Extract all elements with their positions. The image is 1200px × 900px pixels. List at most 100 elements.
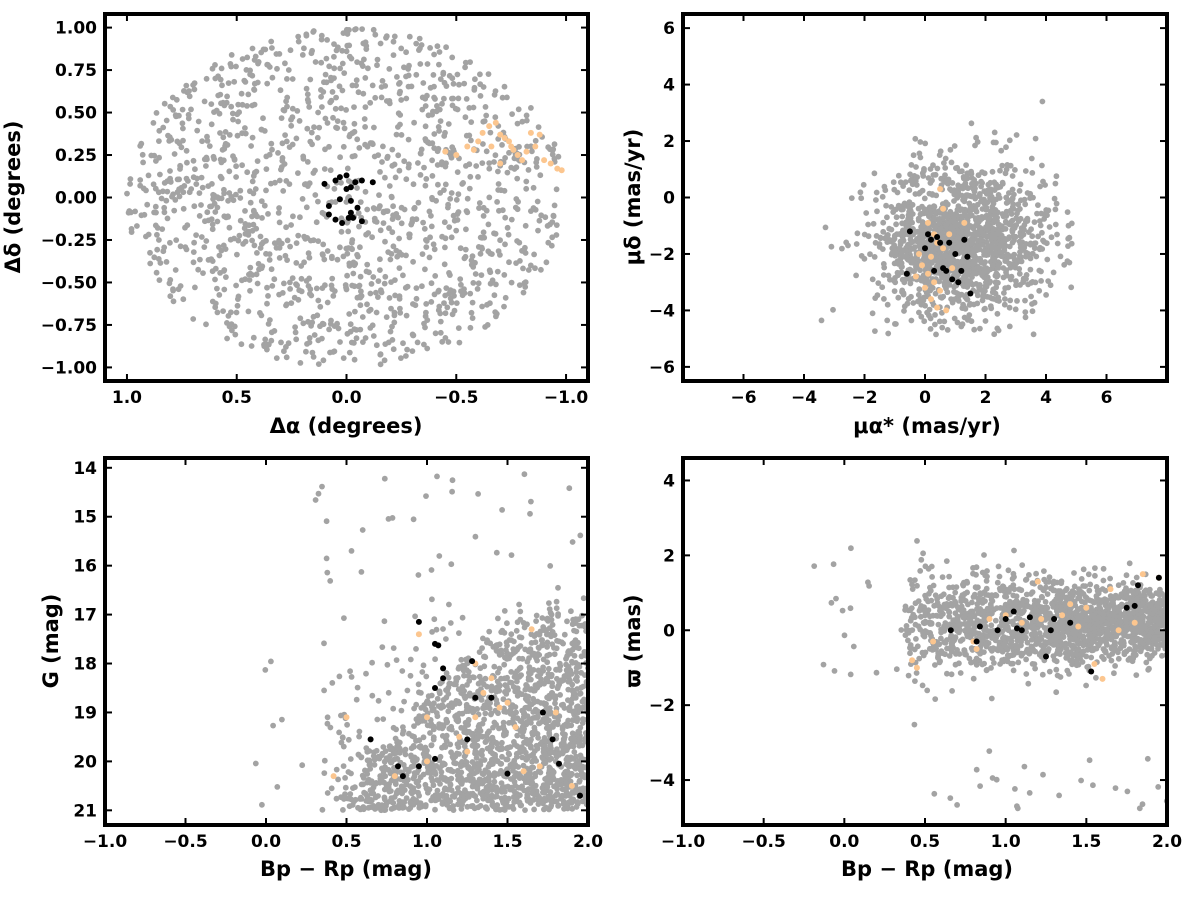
data-point-field [219, 82, 225, 89]
data-point-field [963, 192, 970, 199]
data-point-field [366, 761, 373, 768]
data-point-field [216, 252, 223, 259]
data-point-field [364, 261, 371, 268]
data-point-field [466, 132, 473, 139]
data-point-field [508, 776, 514, 782]
data-point-field [405, 72, 412, 79]
data-point-field [565, 686, 572, 693]
data-point-field [499, 507, 505, 513]
data-point-field [506, 751, 513, 758]
data-point-field [1053, 200, 1060, 207]
data-point-field [487, 280, 494, 287]
data-point-field [233, 63, 239, 70]
data-point-field [458, 281, 464, 288]
data-point-field [380, 220, 387, 227]
data-point-field [883, 202, 889, 209]
data-point-field [512, 741, 518, 748]
data-point-field [431, 246, 438, 253]
data-point-field [150, 181, 157, 188]
data-point-field [939, 324, 946, 331]
data-point-highlight [541, 157, 548, 164]
data-point-field [186, 93, 193, 100]
data-point-field [248, 143, 255, 149]
data-point-field [534, 684, 541, 691]
data-point-field [1006, 137, 1013, 144]
data-point-highlight [519, 157, 526, 164]
data-point-field [1025, 229, 1032, 236]
data-point-field [391, 161, 398, 168]
data-point-field [356, 733, 362, 740]
data-point-field [443, 694, 450, 701]
data-point-field [185, 115, 192, 122]
data-point-field [1023, 241, 1029, 247]
data-point-field [987, 190, 994, 197]
data-point-field [270, 722, 276, 729]
data-point-field [193, 181, 200, 188]
data-point-field [408, 752, 414, 759]
data-point-field [293, 260, 300, 266]
data-point-field [1006, 253, 1013, 260]
data-point-field [435, 124, 442, 130]
data-point-field [930, 215, 937, 222]
data-point-field [283, 138, 290, 145]
data-point-field [152, 203, 159, 210]
data-point-highlight [961, 219, 968, 226]
data-point-field [967, 279, 974, 286]
data-point-field [372, 794, 379, 801]
data-point-field [363, 43, 370, 49]
data-point-field [891, 242, 897, 248]
data-point-field [523, 112, 530, 119]
data-point-field [447, 295, 454, 302]
data-point-field [470, 280, 477, 286]
data-point-highlight [479, 129, 486, 136]
data-point-field [947, 146, 954, 153]
data-point-field [1007, 207, 1014, 214]
data-point-member [415, 618, 422, 625]
data-point-field [222, 129, 229, 135]
data-point-field [1048, 234, 1055, 241]
data-point-member [949, 276, 956, 283]
data-point-field [441, 300, 447, 306]
data-point-field [277, 87, 284, 94]
data-point-field [985, 243, 991, 250]
data-point-field [995, 262, 1001, 269]
data-point-field [410, 516, 417, 523]
data-point-field [357, 806, 364, 813]
data-point-field [393, 726, 399, 733]
data-point-field [362, 75, 369, 81]
data-point-field [224, 93, 231, 100]
data-point-member [556, 760, 562, 767]
data-point-field [1001, 290, 1007, 296]
data-point-field [948, 159, 955, 166]
data-point-field [1020, 231, 1027, 238]
data-point-field [527, 510, 533, 517]
data-point-field [428, 212, 434, 219]
data-point-field [978, 259, 985, 266]
data-point-field [154, 231, 160, 238]
data-point-field [413, 646, 419, 652]
data-point-field [466, 678, 473, 684]
data-point-field [357, 796, 363, 802]
data-point-field [521, 471, 528, 478]
data-point-field [372, 780, 379, 787]
data-point-field [455, 801, 461, 808]
y-tick-label: −0.50 [41, 273, 97, 293]
data-point-field [1006, 243, 1013, 250]
data-point-field [402, 284, 409, 291]
data-point-field [486, 165, 493, 172]
data-point-field [502, 214, 509, 221]
data-point-field [342, 775, 348, 781]
x-tick-label: −2 [851, 388, 877, 408]
data-point-field [234, 132, 241, 139]
data-point-field [1002, 258, 1009, 264]
data-point-field [333, 766, 340, 773]
data-point-member [358, 177, 365, 184]
data-point-field [311, 332, 318, 338]
data-point-field [211, 192, 218, 199]
data-point-field [910, 152, 917, 159]
data-point-field [288, 222, 294, 228]
data-point-field [421, 164, 427, 171]
data-point-field [577, 735, 583, 742]
data-point-field [892, 279, 899, 286]
data-point-field [924, 226, 931, 233]
